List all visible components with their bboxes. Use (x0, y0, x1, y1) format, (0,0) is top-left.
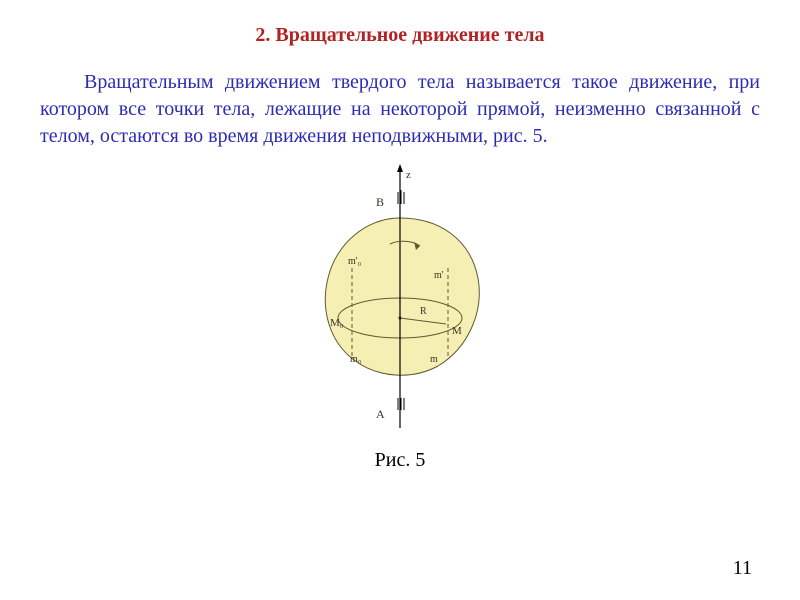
svg-text:B: B (376, 195, 384, 209)
figure-caption: Рис. 5 (40, 449, 760, 472)
svg-text:A: A (376, 407, 385, 421)
body-paragraph: Вращательным движением твердого тела наз… (40, 69, 760, 150)
page-number: 11 (733, 557, 752, 580)
svg-text:M: M (452, 325, 462, 337)
section-title: 2. Вращательное движение тела (40, 24, 760, 47)
svg-text:z: z (406, 169, 411, 181)
svg-text:m'₀: m'₀ (348, 256, 362, 267)
svg-text:M₀: M₀ (330, 317, 344, 329)
svg-text:m₀: m₀ (350, 354, 362, 365)
figure-container: z B Am'₀ m' M₀ Mm₀ m R Рис. 5 (40, 160, 760, 472)
figure-svg: z B Am'₀ m' M₀ Mm₀ m R (270, 160, 530, 440)
svg-text:m: m (430, 354, 438, 365)
svg-text:m': m' (434, 270, 444, 281)
svg-text:R: R (420, 306, 427, 317)
